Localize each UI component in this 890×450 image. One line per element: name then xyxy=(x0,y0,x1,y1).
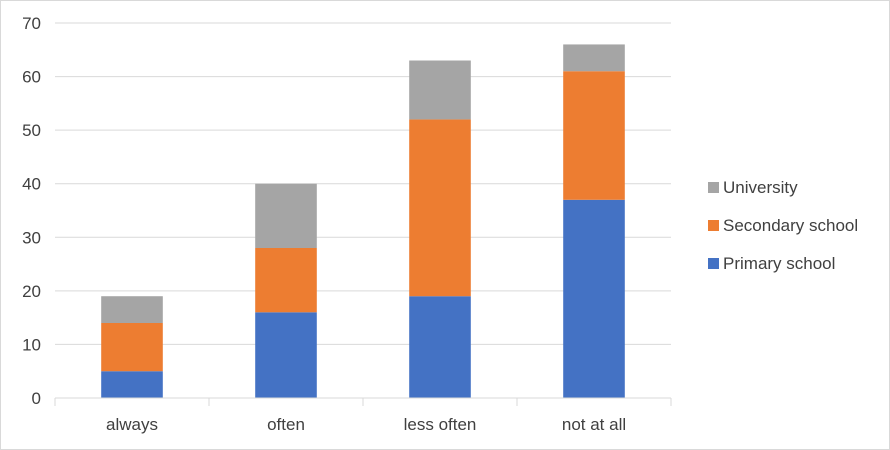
bars xyxy=(101,44,625,398)
y-tick-label: 60 xyxy=(22,68,41,87)
bar-segment xyxy=(255,183,317,248)
axes xyxy=(54,397,672,406)
bar-segment xyxy=(409,296,471,398)
y-axis-tick-labels: 0 10 20 30 40 50 60 70 xyxy=(22,14,41,408)
gridlines xyxy=(55,22,671,345)
x-tick-label: often xyxy=(267,415,305,434)
y-tick-label: 0 xyxy=(32,389,41,408)
y-tick-label: 30 xyxy=(22,228,41,247)
bar-segment xyxy=(255,248,317,313)
legend-swatch xyxy=(708,220,719,231)
x-axis-tick-labels: always often less often not at all xyxy=(106,415,626,434)
y-tick-label: 50 xyxy=(22,121,41,140)
bar-segment xyxy=(101,296,163,323)
bar-segment xyxy=(409,60,471,120)
y-tick-label: 20 xyxy=(22,282,41,301)
legend-swatch xyxy=(708,258,719,269)
bar-segment xyxy=(409,119,471,297)
bar-segment xyxy=(101,371,163,398)
legend-label: Secondary school xyxy=(723,216,858,235)
bar-segment xyxy=(101,323,163,372)
legend-swatch xyxy=(708,182,719,193)
bar-segment xyxy=(563,199,625,398)
x-tick-label: less often xyxy=(404,415,477,434)
bar-segment xyxy=(255,312,317,398)
y-tick-label: 40 xyxy=(22,175,41,194)
legend-label: University xyxy=(723,178,798,197)
y-tick-label: 10 xyxy=(22,335,41,354)
x-tick-label: not at all xyxy=(562,415,626,434)
y-tick-label: 70 xyxy=(22,14,41,33)
bar-segment xyxy=(563,71,625,200)
x-tick-label: always xyxy=(106,415,158,434)
legend: University Secondary school Primary school xyxy=(708,178,858,273)
bar-segment xyxy=(563,44,625,72)
legend-label: Primary school xyxy=(723,254,835,273)
